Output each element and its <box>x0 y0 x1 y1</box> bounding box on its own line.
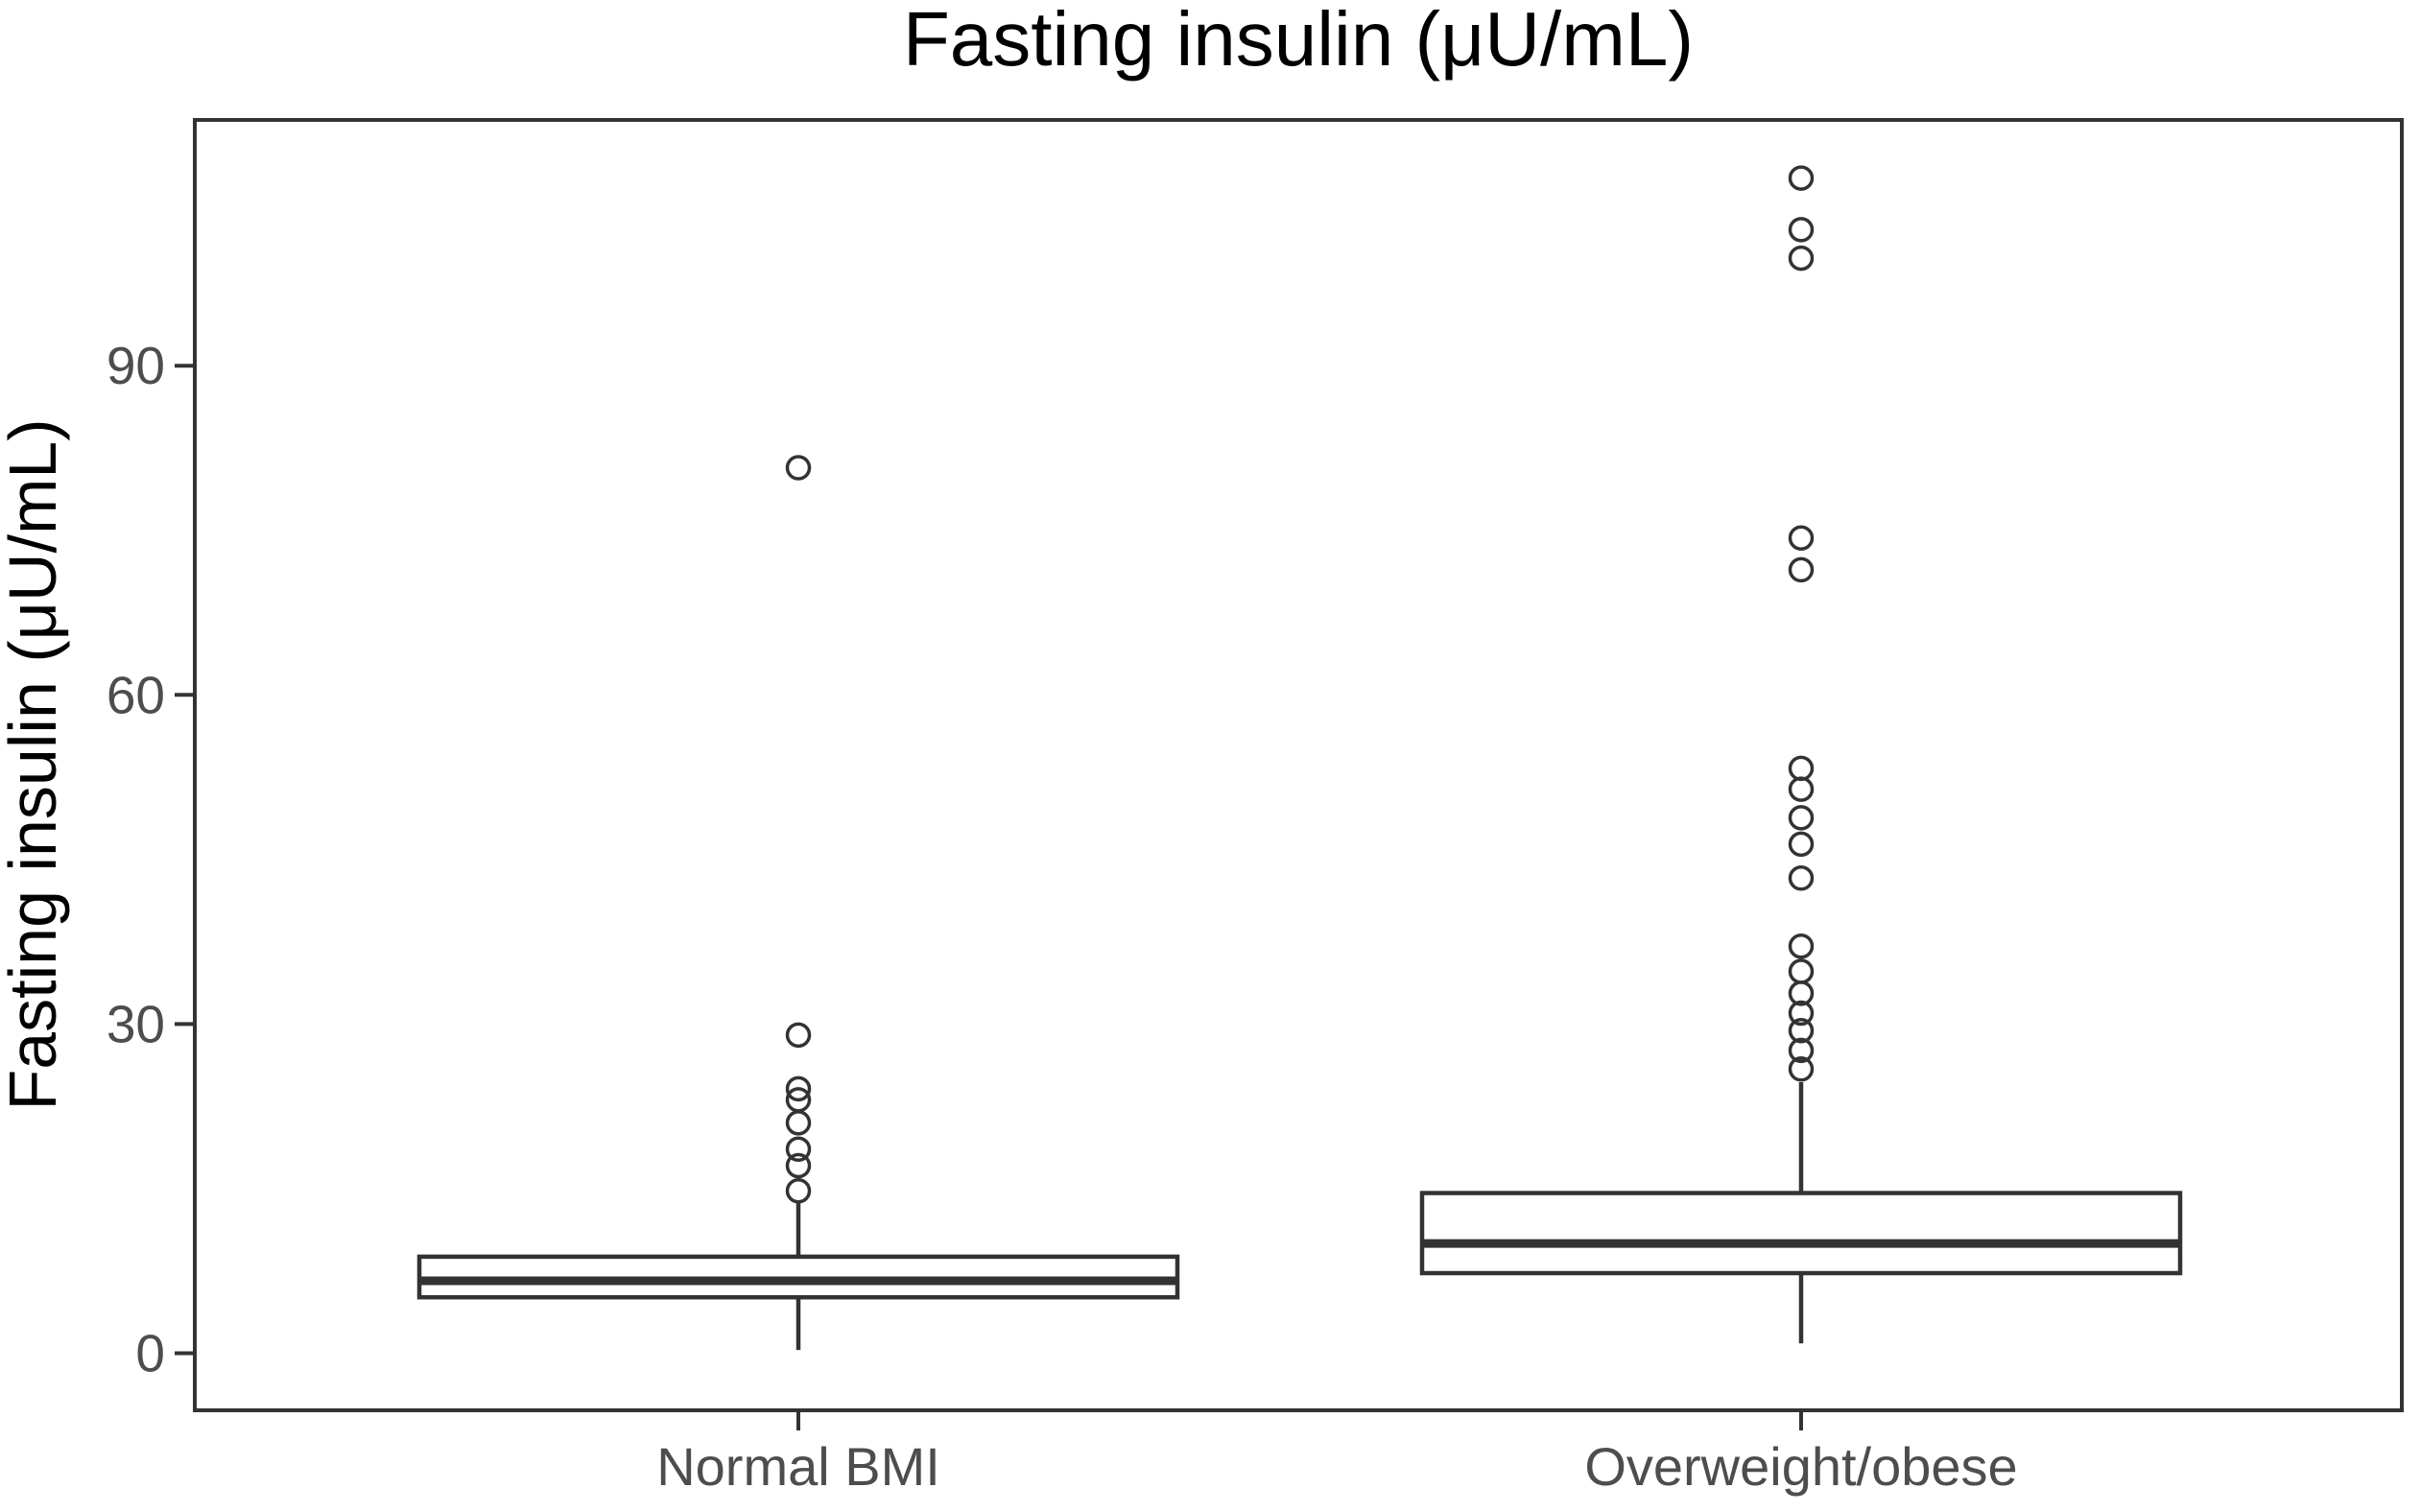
outlier-point <box>1788 831 1815 858</box>
outlier-point <box>1788 1018 1815 1044</box>
outlier-point <box>785 1152 812 1179</box>
outlier-point <box>1788 1037 1815 1064</box>
chart-title: Fasting insulin (μU/mL) <box>903 0 1694 82</box>
outlier-point <box>785 1178 812 1204</box>
y-tick-label: 30 <box>107 994 165 1053</box>
outlier-point <box>1788 1000 1815 1027</box>
outlier-point <box>785 1022 812 1049</box>
y-axis-title: Fasting insulin (μU/mL) <box>0 418 70 1110</box>
boxplot-normal-bmi <box>416 455 1180 1351</box>
outlier-point <box>785 1136 812 1163</box>
outlier-point <box>1788 755 1815 782</box>
outlier-point <box>1788 865 1815 891</box>
outlier-point <box>1788 1056 1815 1082</box>
boxplot-overweight-obese <box>1419 165 2183 1344</box>
outlier-point <box>785 1087 812 1113</box>
x-tick-label: Overweight/obese <box>1584 1436 2017 1497</box>
outlier-point <box>1788 556 1815 583</box>
outlier-point <box>1788 525 1815 552</box>
outlier-point <box>1788 933 1815 959</box>
outlier-point <box>1788 217 1815 243</box>
outlier-point <box>1788 165 1815 191</box>
outlier-point <box>1788 805 1815 831</box>
x-tick-label: Normal BMI <box>656 1436 940 1497</box>
outlier-point <box>1788 958 1815 984</box>
y-tick-label: 90 <box>107 336 165 395</box>
y-tick-label: 0 <box>135 1324 165 1383</box>
outlier-point <box>785 1075 812 1102</box>
y-tick-label: 60 <box>107 665 165 724</box>
outlier-point <box>785 455 812 481</box>
outlier-point <box>1788 245 1815 272</box>
iqr-box <box>1419 1191 2183 1276</box>
